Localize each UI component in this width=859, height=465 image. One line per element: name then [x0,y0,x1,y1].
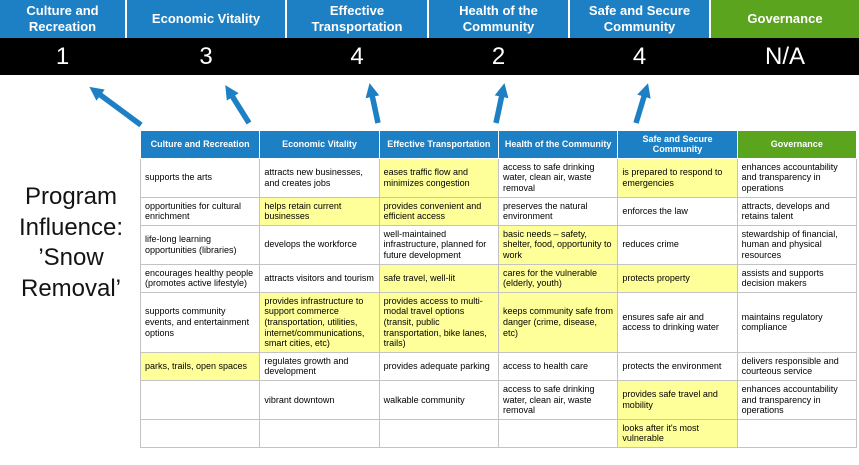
category-governance: Governance [711,0,859,38]
program-influence-title: Program Influence: ’Snow Removal’ [18,183,124,303]
matrix-cell: walkable community [378,380,499,420]
matrix-cell: life-long learning opportunities (librar… [139,224,261,265]
matrix-header-cell: Effective Transportation [378,130,499,159]
matrix-cell: provides infrastructure to support comme… [259,291,380,353]
matrix-cell [139,380,261,420]
category-economic-vitality: Economic Vitality [127,0,285,38]
matrix-cell: maintains regulatory compliance [736,291,858,353]
matrix-row: life-long learning opportunities (librar… [139,224,858,265]
matrix-cell: supports community events, and entertain… [139,291,261,353]
matrix-header-cell: Safe and Secure Community [617,130,738,159]
matrix-cell: access to health care [497,351,619,382]
matrix-cell: helps retain current businesses [259,196,380,226]
matrix-cell [378,418,499,449]
matrix-cell: encourages healthy people (promotes acti… [139,263,261,293]
score-culture-recreation: 1 [55,42,70,70]
matrix-cell: safe travel, well-lit [378,263,499,293]
matrix-cell: attracts new businesses, and creates job… [259,157,380,198]
matrix-cell: eases traffic flow and minimizes congest… [378,157,499,198]
matrix-cell: enforces the law [617,196,738,226]
category-header-row: Culture and Recreation Economic Vitality… [0,0,859,38]
matrix-cell: supports the arts [139,157,261,198]
matrix-cell: assists and supports decision makers [736,263,858,293]
matrix-cell: protects property [617,263,738,293]
matrix-cell: enhances accountability and transparency… [736,157,858,198]
influence-arrow-icon [493,83,509,124]
matrix-row: encourages healthy people (promotes acti… [139,263,858,293]
matrix-cell: keeps community safe from danger (crime,… [497,291,619,353]
category-safe-secure-community: Safe and Secure Community [570,0,709,38]
score-economic-vitality: 3 [199,42,213,70]
matrix-cell: provides convenient and efficient access [378,196,499,226]
matrix-row: supports the arts attracts new businesses… [139,157,858,198]
service-matrix: Culture and Recreation Economic Vitality E… [139,130,858,449]
matrix-cell: opportunities for cultural enrichment [139,196,261,226]
matrix-cell: delivers responsible and courteous servi… [736,351,858,382]
category-culture-recreation: Culture and Recreation [0,0,125,38]
matrix-header-cell: Health of the Community [497,130,619,159]
score-governance: N/A [764,42,805,70]
influence-arrow-icon [225,85,252,125]
matrix-cell: attracts visitors and tourism [259,263,380,293]
influence-arrow-icon [365,83,381,124]
score-effective-transportation: 4 [350,42,364,70]
score-health-of-community: 2 [491,42,506,70]
matrix-cell: vibrant downtown [259,380,380,420]
matrix-cell [736,418,858,449]
matrix-cell [259,418,380,449]
matrix-row: parks, trails, open spaces regulates grow… [139,351,858,382]
matrix-cell: is prepared to respond to emergencies [617,157,738,198]
matrix-row: opportunities for cultural enrichment hel… [139,196,858,226]
matrix-header-cell: Governance [736,130,858,159]
matrix-cell: stewardship of financial, human and phys… [736,224,858,265]
matrix-cell: enhances accountability and transparency… [736,380,858,420]
matrix-row: vibrant downtown walkable community access… [139,380,858,420]
matrix-cell: provides safe travel and mobility [617,380,738,420]
score-row: 1 3 4 2 4 N/A [0,38,859,75]
matrix-cell: basic needs – safety, shelter, food, opp… [497,224,619,265]
matrix-cell: access to safe drinking water, clean air… [497,157,619,198]
matrix-cell: looks after it's most vulnerable [617,418,738,449]
service-matrix-table: Culture and Recreation Economic Vitality E… [139,130,858,449]
matrix-cell: develops the workforce [259,224,380,265]
matrix-cell: well-maintained infrastructure, planned … [378,224,499,265]
matrix-cell [139,418,261,449]
matrix-cell: regulates growth and development [259,351,380,382]
matrix-cell: cares for the vulnerable (elderly, youth… [497,263,619,293]
category-health-of-community: Health of the Community [429,0,568,38]
matrix-cell [497,418,619,449]
matrix-row: looks after it's most vulnerable [139,418,858,449]
matrix-cell: parks, trails, open spaces [139,351,261,382]
matrix-cell: access to safe drinking water, clean air… [497,380,619,420]
score-safe-secure-community: 4 [632,42,647,70]
matrix-cell: preserves the natural environment [497,196,619,226]
matrix-header-cell: Economic Vitality [259,130,380,159]
matrix-cell: attracts, develops and retains talent [736,196,858,226]
matrix-row: supports community events, and entertain… [139,291,858,353]
matrix-cell: provides adequate parking [378,351,499,382]
matrix-cell: protects the environment [617,351,738,382]
influence-arrow-icon [633,83,651,124]
category-effective-transportation: Effective Transportation [287,0,427,38]
matrix-cell: ensures safe air and access to drinking … [617,291,738,353]
matrix-cell: reduces crime [617,224,738,265]
matrix-header-row: Culture and Recreation Economic Vitality E… [139,130,858,159]
matrix-cell: provides access to multi-modal travel op… [378,291,499,353]
matrix-header-cell: Culture and Recreation [139,130,261,159]
influence-arrow-icon [89,86,143,128]
arrows-layer [89,83,651,128]
